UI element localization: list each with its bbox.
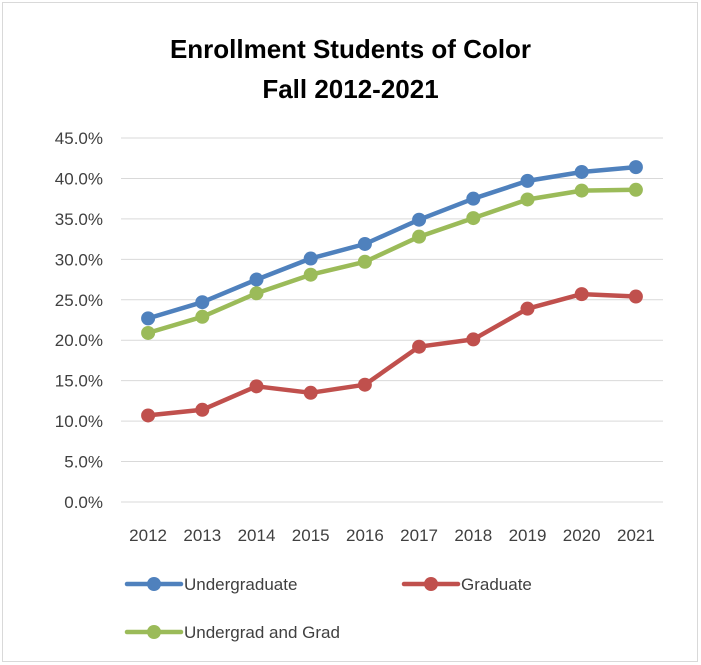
data-point [412, 229, 427, 244]
data-point [574, 164, 589, 179]
x-tick-label: 2017 [400, 526, 438, 545]
data-point [357, 377, 372, 392]
x-tick-label: 2021 [617, 526, 655, 545]
y-tick-label: 10.0% [55, 412, 103, 431]
x-tick-label: 2015 [292, 526, 330, 545]
y-tick-label: 15.0% [55, 372, 103, 391]
legend-swatch-marker [424, 577, 438, 591]
x-tick-label: 2018 [454, 526, 492, 545]
data-point [195, 295, 210, 310]
x-tick-label: 2013 [183, 526, 221, 545]
data-point [249, 379, 264, 394]
data-point [303, 251, 318, 266]
legend-label: Undergrad and Grad [184, 623, 340, 642]
y-tick-label: 30.0% [55, 250, 103, 269]
data-point [520, 173, 535, 188]
data-point [249, 272, 264, 287]
x-tick-label: 2019 [509, 526, 547, 545]
series-line [145, 164, 639, 321]
y-tick-label: 25.0% [55, 291, 103, 310]
data-point [357, 254, 372, 269]
data-point [357, 236, 372, 251]
data-point [628, 160, 643, 175]
y-tick-label: 20.0% [55, 331, 103, 350]
data-point [628, 182, 643, 197]
data-point [520, 301, 535, 316]
data-point [141, 408, 156, 423]
data-point [574, 287, 589, 302]
y-tick-label: 45.0% [55, 129, 103, 148]
y-tick-label: 0.0% [64, 493, 103, 512]
x-tick-label: 2020 [563, 526, 601, 545]
x-tick-label: 2016 [346, 526, 384, 545]
data-point [520, 192, 535, 207]
data-point [466, 332, 481, 347]
data-point [466, 191, 481, 206]
chart-subtitle: Fall 2012-2021 [262, 74, 439, 104]
data-point [303, 385, 318, 400]
y-tick-label: 5.0% [64, 453, 103, 472]
data-point [195, 402, 210, 417]
data-point [303, 267, 318, 282]
chart-title: Enrollment Students of Color [169, 34, 532, 64]
legend-label: Undergraduate [184, 575, 297, 594]
y-tick-label: 40.0% [55, 169, 103, 188]
legend-swatch-marker [147, 577, 161, 591]
legend-swatch-marker [147, 625, 161, 639]
data-point [412, 339, 427, 354]
data-point [574, 183, 589, 198]
data-point [141, 311, 156, 326]
data-point [412, 212, 427, 227]
y-tick-label: 35.0% [55, 210, 103, 229]
data-point [195, 309, 210, 324]
data-point [249, 286, 264, 301]
legend-label: Graduate [461, 575, 532, 594]
x-tick-label: 2012 [129, 526, 167, 545]
series-line [145, 291, 639, 418]
data-point [466, 211, 481, 226]
x-tick-label: 2014 [238, 526, 276, 545]
data-point [628, 289, 643, 304]
series-line [145, 187, 639, 336]
data-point [141, 325, 156, 340]
